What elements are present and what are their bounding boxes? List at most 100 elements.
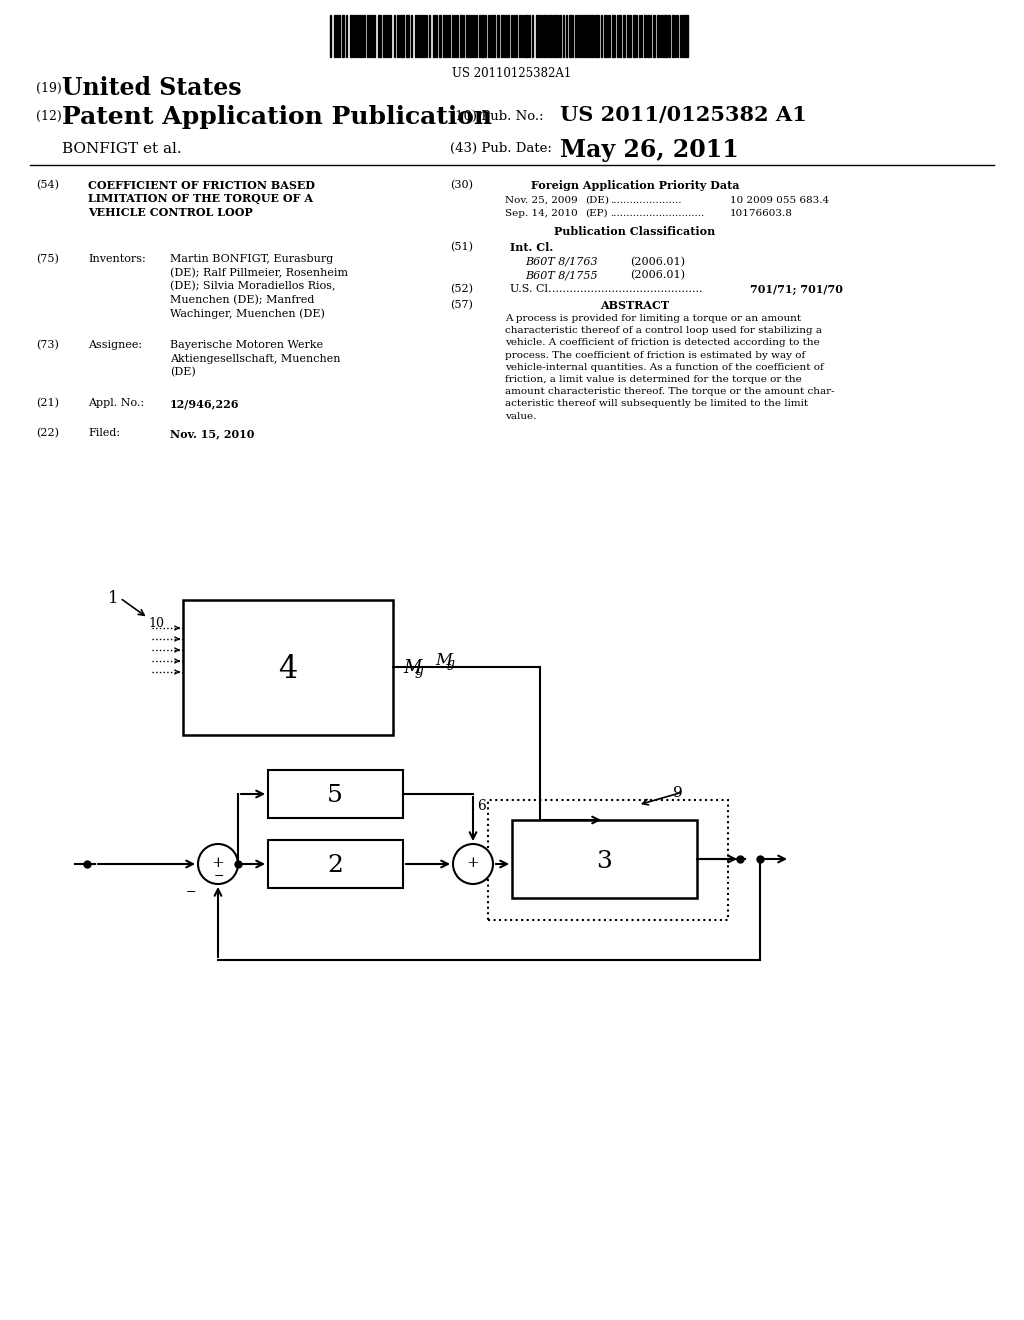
Text: g: g <box>415 664 424 678</box>
Text: +: + <box>467 855 479 870</box>
Bar <box>579 15 581 57</box>
Text: B60T 8/1755: B60T 8/1755 <box>525 271 598 280</box>
Bar <box>525 15 528 57</box>
Text: ABSTRACT: ABSTRACT <box>600 300 670 312</box>
Text: Sep. 14, 2010: Sep. 14, 2010 <box>505 209 578 218</box>
Text: characteristic thereof of a control loop used for stabilizing a: characteristic thereof of a control loop… <box>505 326 822 335</box>
Text: (54): (54) <box>36 180 59 190</box>
Text: vehicle-internal quantities. As a function of the coefficient of: vehicle-internal quantities. As a functi… <box>505 363 823 372</box>
Text: −: − <box>185 886 196 899</box>
Bar <box>449 15 450 57</box>
Bar <box>544 15 546 57</box>
Text: 701/71; 701/70: 701/71; 701/70 <box>750 284 843 294</box>
Text: (12): (12) <box>36 110 61 123</box>
Text: (22): (22) <box>36 428 59 438</box>
Bar <box>657 15 659 57</box>
Bar <box>584 15 586 57</box>
Bar <box>268 840 403 888</box>
Text: g: g <box>447 657 455 671</box>
Text: Assignee:: Assignee: <box>88 341 142 350</box>
Text: (EP): (EP) <box>585 209 607 218</box>
Bar <box>342 15 344 57</box>
Text: M: M <box>435 652 452 669</box>
Bar <box>515 15 517 57</box>
Text: Patent Application Publication: Patent Application Publication <box>62 106 493 129</box>
Text: VEHICLE CONTROL LOOP: VEHICLE CONTROL LOOP <box>88 207 253 218</box>
Bar <box>618 15 621 57</box>
Bar <box>443 15 445 57</box>
Text: 10 2009 055 683.4: 10 2009 055 683.4 <box>730 195 829 205</box>
Text: (43) Pub. Date:: (43) Pub. Date: <box>450 143 552 154</box>
Bar <box>433 15 435 57</box>
Bar <box>587 15 589 57</box>
Text: Nov. 25, 2009: Nov. 25, 2009 <box>505 195 578 205</box>
Text: Muenchen (DE); Manfred: Muenchen (DE); Manfred <box>170 294 314 305</box>
Text: (DE); Ralf Pillmeier, Rosenheim: (DE); Ralf Pillmeier, Rosenheim <box>170 268 348 277</box>
Bar <box>406 15 409 57</box>
Text: 9: 9 <box>673 785 683 800</box>
Text: (57): (57) <box>450 300 473 310</box>
Bar <box>371 15 373 57</box>
Text: Foreign Application Priority Data: Foreign Application Priority Data <box>530 180 739 191</box>
Text: (19): (19) <box>36 82 61 95</box>
Bar <box>682 15 684 57</box>
Text: 12/946,226: 12/946,226 <box>170 399 240 409</box>
Bar <box>401 15 404 57</box>
Text: ...........................................: ........................................… <box>552 284 702 294</box>
Text: Martin BONFIGT, Eurasburg: Martin BONFIGT, Eurasburg <box>170 253 333 264</box>
Bar <box>612 15 615 57</box>
Text: (51): (51) <box>450 242 473 252</box>
Text: value.: value. <box>505 412 537 421</box>
Text: −: − <box>214 870 224 883</box>
Bar <box>421 15 423 57</box>
Bar <box>359 15 361 57</box>
Text: US 20110125382A1: US 20110125382A1 <box>453 67 571 81</box>
Circle shape <box>198 843 238 884</box>
Text: (DE): (DE) <box>170 367 196 378</box>
Text: M: M <box>403 659 421 677</box>
Bar <box>492 15 495 57</box>
Text: 10176603.8: 10176603.8 <box>730 209 793 218</box>
Text: acteristic thereof will subsequently be limited to the limit: acteristic thereof will subsequently be … <box>505 400 808 408</box>
Text: Bayerische Motoren Werke: Bayerische Motoren Werke <box>170 341 324 350</box>
Bar <box>504 15 506 57</box>
Text: 5: 5 <box>327 784 343 808</box>
Bar <box>481 15 484 57</box>
Text: +: + <box>212 855 224 870</box>
Text: Aktiengesellschaft, Muenchen: Aktiengesellschaft, Muenchen <box>170 354 341 363</box>
Text: vehicle. A coefficient of friction is detected according to the: vehicle. A coefficient of friction is de… <box>505 338 820 347</box>
Text: Appl. No.:: Appl. No.: <box>88 399 144 408</box>
Text: .............................: ............................. <box>610 209 705 218</box>
Bar <box>647 15 649 57</box>
Bar <box>604 15 606 57</box>
Bar <box>536 15 539 57</box>
Text: Filed:: Filed: <box>88 428 120 438</box>
Text: (DE): (DE) <box>585 195 609 205</box>
Text: B60T 8/1763: B60T 8/1763 <box>525 257 598 267</box>
Bar <box>512 820 697 898</box>
Circle shape <box>453 843 493 884</box>
Text: United States: United States <box>62 77 242 100</box>
Text: process. The coefficient of friction is estimated by way of: process. The coefficient of friction is … <box>505 351 805 359</box>
Text: (2006.01): (2006.01) <box>630 257 685 268</box>
Bar <box>456 15 458 57</box>
Bar <box>469 15 471 57</box>
Text: 4: 4 <box>279 653 298 685</box>
Text: US 2011/0125382 A1: US 2011/0125382 A1 <box>560 106 807 125</box>
Text: May 26, 2011: May 26, 2011 <box>560 139 738 162</box>
Text: (10) Pub. No.:: (10) Pub. No.: <box>450 110 544 123</box>
Text: Inventors:: Inventors: <box>88 253 145 264</box>
Text: Publication Classification: Publication Classification <box>554 226 716 238</box>
Text: (DE); Silvia Moradiellos Rios,: (DE); Silvia Moradiellos Rios, <box>170 281 336 292</box>
Text: 2: 2 <box>327 854 343 878</box>
Bar <box>497 15 499 57</box>
Text: (52): (52) <box>450 284 473 294</box>
Text: (2006.01): (2006.01) <box>630 271 685 280</box>
Text: 10: 10 <box>148 616 164 630</box>
Text: A process is provided for limiting a torque or an amount: A process is provided for limiting a tor… <box>505 314 801 323</box>
Text: Wachinger, Muenchen (DE): Wachinger, Muenchen (DE) <box>170 308 325 318</box>
Text: friction, a limit value is determined for the torque or the: friction, a limit value is determined fo… <box>505 375 802 384</box>
Bar <box>183 601 393 735</box>
Bar <box>644 15 646 57</box>
Text: (75): (75) <box>36 253 58 264</box>
